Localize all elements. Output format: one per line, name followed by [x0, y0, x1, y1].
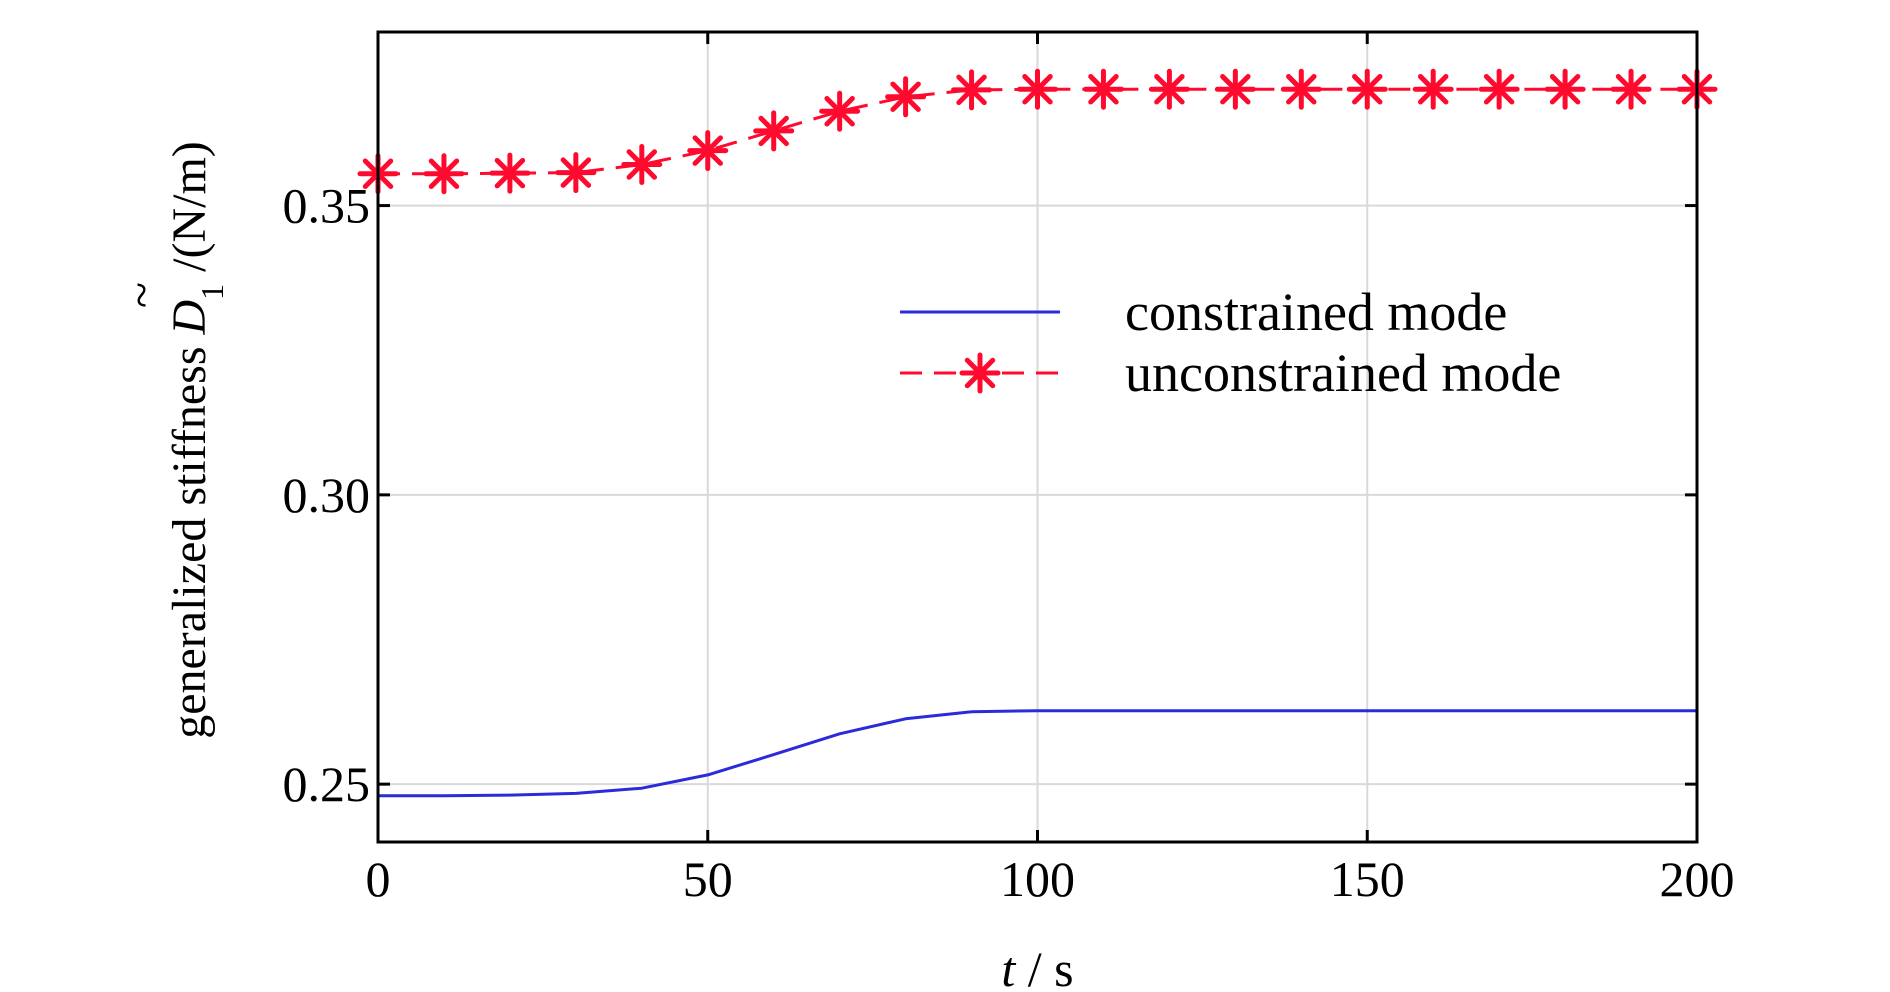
- x-axis-unit: s: [1054, 941, 1073, 992]
- x-tick-label: 200: [1660, 851, 1735, 907]
- data-point-unconstrained-mode: [555, 152, 597, 194]
- legend-label-unconstrained-mode: unconstrained mode: [1125, 343, 1561, 403]
- ticks: 0 50 100 150 200 0.25 0.30 0.35: [283, 32, 1735, 907]
- y-axis-label-prefix: generalized stiffness: [163, 335, 216, 739]
- data-point-unconstrained-mode: [1346, 68, 1388, 110]
- legend-marker-unconstrained-mode: [959, 352, 1001, 394]
- x-tick-label: 150: [1330, 851, 1405, 907]
- marker-stroke: [1417, 74, 1449, 105]
- y-axis-label-variable: D: [163, 300, 216, 336]
- y-axis-label-tilde: ~: [115, 282, 168, 308]
- data-point-unconstrained-mode: [423, 153, 465, 195]
- x-tick-label: 100: [1000, 851, 1075, 907]
- data-point-unconstrained-mode: [1610, 68, 1652, 110]
- y-tick-label: 0.30: [283, 467, 371, 523]
- data-point-unconstrained-mode: [1544, 68, 1586, 110]
- svg-text:generalized stiffness D1 /(N/m: generalized stiffness D1 /(N/m): [163, 141, 230, 739]
- data-point-unconstrained-mode: [753, 110, 795, 152]
- marker-stroke: [494, 157, 526, 189]
- data-point-unconstrained-mode: [621, 143, 663, 185]
- marker-stroke: [1483, 74, 1515, 105]
- y-axis-label-suffix: /(N/m): [163, 141, 216, 284]
- y-tick-label: 0.25: [283, 756, 371, 812]
- data-point-unconstrained-mode: [1148, 68, 1190, 110]
- x-tick-label: 50: [683, 851, 733, 907]
- y-tick-label: 0.35: [283, 178, 371, 234]
- marker-stroke: [428, 158, 460, 189]
- data-point-unconstrained-mode: [1214, 68, 1256, 110]
- marker-stroke: [1549, 74, 1581, 105]
- data-point-unconstrained-mode: [951, 69, 993, 111]
- data-point-unconstrained-mode: [819, 90, 861, 132]
- data-point-unconstrained-mode: [1082, 68, 1124, 110]
- marker-stroke: [964, 357, 996, 389]
- marker-stroke: [1286, 74, 1317, 105]
- x-axis-separator: /: [1015, 941, 1054, 992]
- marker-stroke: [1615, 74, 1647, 105]
- x-axis-variable: t: [1001, 941, 1016, 992]
- marker-stroke: [560, 157, 592, 188]
- marker-stroke: [692, 135, 723, 166]
- marker-stroke: [758, 115, 789, 147]
- marker-stroke: [1088, 74, 1119, 105]
- series-line-constrained-mode: [378, 709, 1697, 798]
- marker-stroke: [890, 81, 921, 113]
- data-point-unconstrained-mode: [687, 130, 729, 172]
- data-point-unconstrained-mode: [1017, 68, 1058, 110]
- data-point-unconstrained-mode: [1412, 68, 1454, 110]
- marker-stroke: [1352, 74, 1383, 105]
- marker-stroke: [1220, 74, 1251, 105]
- data-point-unconstrained-mode: [1280, 68, 1322, 110]
- data-point-unconstrained-mode: [885, 76, 927, 118]
- series-line-unconstrained-mode: [378, 87, 1697, 176]
- marker-stroke: [626, 149, 658, 180]
- x-tick-label: 0: [366, 851, 391, 907]
- data-point-unconstrained-mode: [489, 152, 531, 194]
- marker-stroke: [824, 96, 855, 127]
- y-axis-label-subscript: 1: [194, 284, 230, 300]
- marker-stroke: [956, 74, 987, 106]
- series-constrained-mode: [378, 709, 1697, 798]
- marker-stroke: [1154, 74, 1185, 105]
- y-axis-label: generalized stiffness D1 /(N/m) ~: [115, 141, 230, 739]
- data-point-unconstrained-mode: [1478, 68, 1520, 110]
- x-axis-label: t / s: [1001, 941, 1073, 992]
- legend-label-constrained-mode: constrained mode: [1125, 282, 1507, 342]
- grid: [378, 32, 1697, 842]
- marker-stroke: [1022, 74, 1053, 105]
